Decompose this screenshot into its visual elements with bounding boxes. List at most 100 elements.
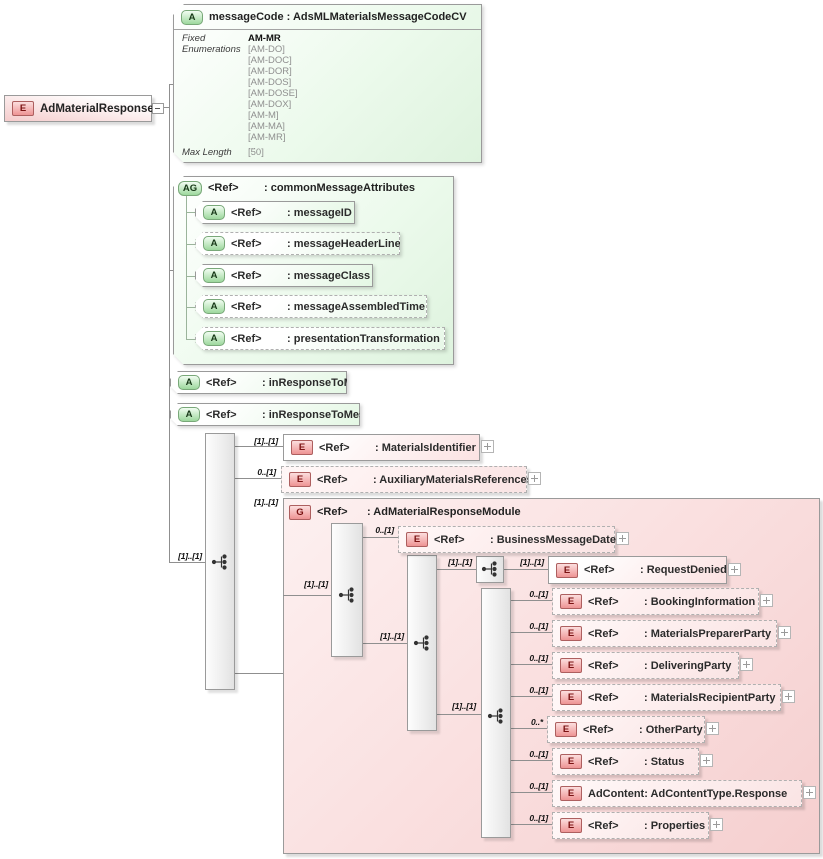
attribute-label: : inResponseToMessageCode	[262, 408, 418, 421]
cardinality-label: 0..[1]	[529, 685, 548, 695]
element-bookinginformation[interactable]: E <Ref> : BookingInformation	[552, 588, 759, 615]
attribute-label: : messageAssembledTime	[287, 300, 425, 313]
connector-line	[511, 792, 552, 793]
connector-line	[186, 212, 195, 213]
sequence-icon	[413, 635, 429, 651]
attribute-label: : messageClass	[287, 269, 371, 282]
attribute-badge-icon: A	[203, 268, 225, 283]
connector-line	[186, 244, 195, 245]
fixed-label: Fixed	[182, 33, 206, 44]
ref-label: <Ref>	[588, 755, 619, 768]
cardinality-label: [1]..[1]	[452, 701, 476, 711]
expand-icon[interactable]	[728, 563, 741, 576]
element-businessmessagedate[interactable]: E <Ref> : BusinessMessageDate	[398, 526, 616, 553]
attribute-inresponsetomessageid[interactable]: A <Ref> : inResponseToMessageID	[170, 371, 347, 394]
element-materialsrecipientparty[interactable]: E <Ref> : MaterialsRecipientParty	[552, 684, 781, 711]
expand-icon[interactable]	[481, 440, 494, 453]
element-badge-icon: E	[560, 690, 582, 705]
attribute-group-title: : commonMessageAttributes	[264, 182, 415, 194]
cardinality-label: [1]..[1]	[520, 557, 544, 567]
enum-value: [AM-DOC]	[248, 55, 292, 66]
element-admaterialresponse[interactable]: E AdMaterialResponse	[4, 95, 154, 122]
attribute-messageid[interactable]: A <Ref> : messageID	[195, 201, 355, 224]
element-badge-icon: E	[560, 626, 582, 641]
element-label: : OtherParty	[639, 723, 703, 736]
enum-value: [AM-MR]	[248, 132, 286, 143]
enum-value: AM-MR	[248, 33, 281, 44]
expand-icon[interactable]	[740, 658, 753, 671]
connector-line	[511, 632, 552, 633]
expand-icon[interactable]	[706, 722, 719, 735]
expand-icon[interactable]	[528, 472, 541, 485]
cardinality-label: [1]..[1]	[304, 579, 328, 589]
expand-icon[interactable]	[760, 594, 773, 607]
ref-label: <Ref>	[319, 441, 350, 454]
attribute-badge-icon: A	[203, 205, 225, 220]
attribute-messagecode[interactable]	[173, 4, 482, 163]
connector-line	[169, 270, 175, 271]
element-materialspreparerparty[interactable]: E <Ref> : MaterialsPreparerParty	[552, 620, 777, 647]
connector-line	[511, 824, 552, 825]
cardinality-label: [1]..[1]	[178, 551, 202, 561]
element-adcontent[interactable]: E AdContent : AdContentType.Response	[552, 780, 802, 807]
cardinality-label: 0..[1]	[529, 621, 548, 631]
attribute-badge-icon: A	[203, 299, 225, 314]
sequence-compositor[interactable]	[481, 588, 511, 838]
element-status[interactable]: E <Ref> : Status	[552, 748, 699, 775]
max-length-label: Max Length	[182, 147, 232, 158]
ref-label: <Ref>	[231, 269, 262, 282]
ref-label: <Ref>	[317, 506, 348, 518]
attribute-label: : inResponseToMessageID	[262, 376, 402, 389]
ref-label: <Ref>	[588, 595, 619, 608]
attribute-messageclass[interactable]: A <Ref> : messageClass	[195, 264, 373, 287]
cardinality-label: [1]..[1]	[254, 436, 278, 446]
attribute-title: messageCode : AdsMLMaterialsMessageCodeC…	[209, 11, 467, 23]
element-otherparty[interactable]: E <Ref> : OtherParty	[547, 716, 705, 743]
element-auxiliarymaterialsreferences[interactable]: E <Ref> : AuxiliaryMaterialsReferences	[281, 466, 533, 493]
attribute-label: : presentationTransformation	[287, 332, 440, 345]
element-badge-icon: E	[555, 722, 577, 737]
cardinality-label: 0..*	[531, 717, 543, 727]
connector-line	[511, 600, 552, 601]
element-label: : RequestDenied	[640, 564, 727, 576]
sequence-compositor[interactable]	[331, 523, 363, 657]
connector-line	[235, 673, 283, 674]
collapse-toggle[interactable]	[152, 103, 164, 114]
expand-icon[interactable]	[803, 786, 816, 799]
expand-icon[interactable]	[700, 754, 713, 767]
attribute-messageassembledtime[interactable]: A <Ref> : messageAssembledTime	[195, 295, 427, 318]
enumerations-label: Enumerations	[182, 44, 241, 55]
expand-icon[interactable]	[616, 532, 629, 545]
connector-line	[186, 196, 187, 339]
element-properties[interactable]: E <Ref> : Properties	[552, 812, 709, 839]
connector-line	[169, 562, 205, 563]
element-label: : DeliveringParty	[644, 659, 732, 672]
expand-icon[interactable]	[710, 818, 723, 831]
attribute-presentationtransformation[interactable]: A <Ref> : presentationTransformation	[195, 327, 445, 350]
attribute-group-header: AG <Ref> : commonMessageAttributes	[178, 180, 415, 196]
element-label: : BusinessMessageDate	[490, 533, 616, 546]
cardinality-label: 0..[1]	[257, 467, 276, 477]
element-label: AdMaterialResponse	[40, 102, 154, 115]
element-deliveringparty[interactable]: E <Ref> : DeliveringParty	[552, 652, 739, 679]
element-materialsidentifier[interactable]: E <Ref> : MaterialsIdentifier	[283, 434, 480, 461]
max-length-value: [50]	[248, 147, 264, 158]
expand-icon[interactable]	[782, 690, 795, 703]
element-requestdenied[interactable]: E <Ref> : RequestDenied	[548, 556, 727, 584]
cardinality-label: 0..[1]	[529, 653, 548, 663]
element-label: : MaterialsRecipientParty	[644, 691, 776, 704]
attribute-messageheaderline[interactable]: A <Ref> : messageHeaderLine	[195, 232, 400, 255]
connector-line	[511, 696, 552, 697]
element-badge-icon: E	[560, 818, 582, 833]
cardinality-label: 0..[1]	[529, 749, 548, 759]
enum-value: [AM-MA]	[248, 121, 285, 132]
ref-label: <Ref>	[434, 533, 465, 546]
expand-icon[interactable]	[778, 626, 791, 639]
element-badge-icon: E	[560, 786, 582, 801]
element-badge-icon: E	[406, 532, 428, 547]
connector-line	[363, 537, 398, 538]
connector-line	[437, 714, 481, 715]
attribute-inresponsetomessagecode[interactable]: A <Ref> : inResponseToMessageCode	[170, 403, 360, 426]
group-badge-icon: G	[289, 504, 311, 520]
enum-value: [AM-DOX]	[248, 99, 292, 110]
